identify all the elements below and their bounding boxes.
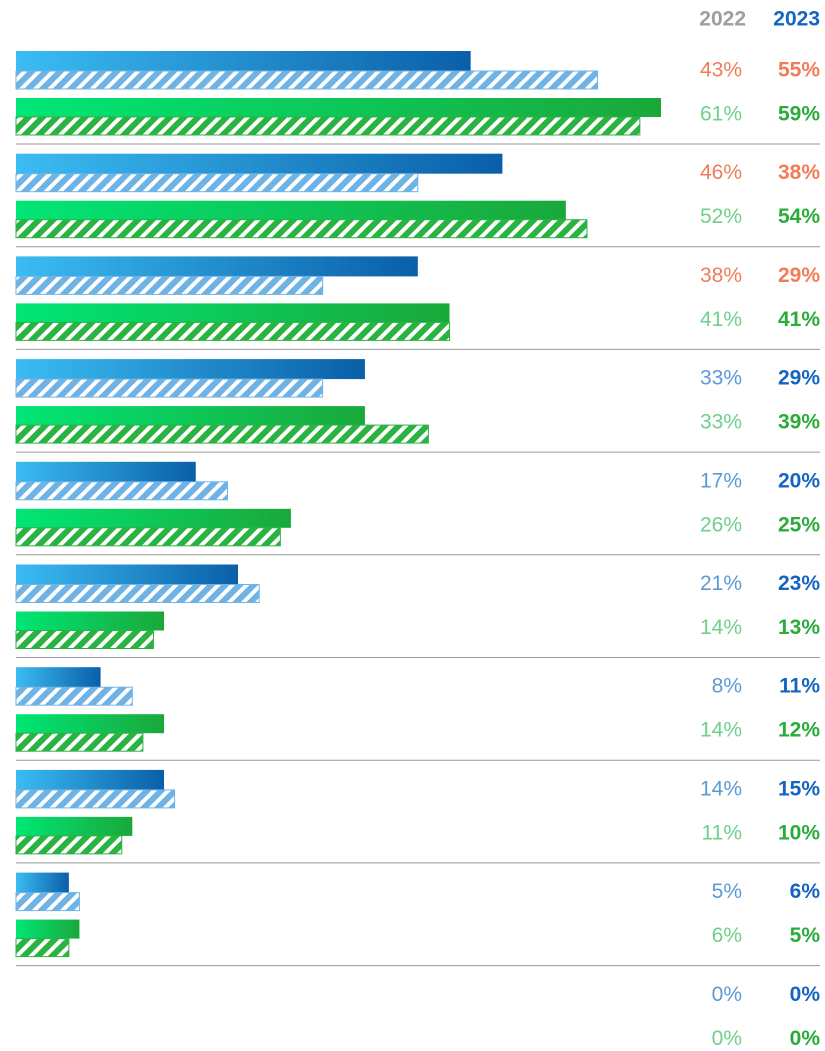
- hatched-bar: [15, 219, 588, 239]
- bar: [16, 769, 165, 790]
- hatched-bar: [15, 424, 429, 444]
- column-header: 2022: [699, 8, 746, 31]
- bar: [16, 872, 69, 893]
- value-label: 33%: [700, 411, 742, 434]
- value-label: 12%: [778, 719, 820, 742]
- value-label: 13%: [778, 616, 820, 639]
- value-label: 14%: [700, 616, 742, 639]
- value-label: 59%: [778, 103, 820, 126]
- value-label: 0%: [712, 1027, 742, 1046]
- hatched-bar: [15, 938, 70, 958]
- value-label: 46%: [700, 161, 742, 184]
- value-label: 17%: [700, 469, 742, 492]
- value-label: 5%: [712, 880, 742, 903]
- bar: [16, 51, 471, 71]
- bar: [16, 714, 165, 734]
- hatched-bar: [15, 789, 176, 809]
- value-label: 26%: [700, 513, 742, 536]
- bar: [16, 406, 365, 426]
- hatched-bar: [15, 630, 154, 649]
- bar: [16, 256, 418, 277]
- bar: [16, 153, 503, 174]
- value-label: 14%: [700, 719, 742, 742]
- value-label: 55%: [778, 59, 820, 82]
- value-label: 6%: [790, 880, 821, 903]
- hatched-bar: [15, 70, 599, 90]
- hatched-bar: [15, 584, 260, 603]
- bar: [16, 611, 165, 631]
- value-label: 41%: [778, 308, 820, 331]
- hatched-bar: [15, 378, 324, 398]
- value-label: 15%: [778, 777, 820, 800]
- bar: [16, 303, 450, 323]
- hatched-bar: [15, 321, 451, 341]
- value-label: 25%: [778, 513, 820, 536]
- column-header: 2023: [773, 8, 820, 31]
- value-label: 14%: [700, 777, 742, 800]
- value-label: 5%: [790, 924, 821, 947]
- bar: [16, 359, 365, 380]
- value-label: 39%: [778, 411, 820, 434]
- value-label: 20%: [778, 469, 820, 492]
- value-label: 52%: [700, 205, 742, 228]
- bar: [16, 200, 566, 220]
- bar: [16, 508, 291, 528]
- value-label: 21%: [700, 572, 742, 595]
- hatched-bar: [15, 835, 123, 855]
- value-label: 6%: [712, 924, 742, 947]
- hatched-bar: [15, 686, 133, 706]
- value-label: 38%: [700, 264, 742, 287]
- hatched-bar: [15, 116, 641, 136]
- value-label: 0%: [790, 1027, 821, 1046]
- bar: [16, 667, 101, 688]
- hatched-bar: [15, 892, 80, 912]
- value-label: 11%: [779, 675, 820, 698]
- value-label: 33%: [700, 367, 742, 390]
- value-label: 43%: [700, 59, 742, 82]
- value-label: 11%: [702, 821, 742, 844]
- value-label: 0%: [790, 983, 821, 1006]
- hatched-bar: [15, 275, 324, 295]
- bar: [16, 98, 661, 117]
- value-label: 8%: [712, 675, 742, 698]
- hatched-bar: [15, 732, 144, 752]
- bar: [16, 919, 80, 939]
- hatched-bar: [15, 173, 419, 193]
- value-label: 0%: [712, 983, 742, 1006]
- value-label: 41%: [700, 308, 742, 331]
- value-label: 23%: [778, 572, 820, 595]
- bar: [16, 461, 196, 482]
- value-label: 61%: [700, 103, 742, 126]
- value-label: 38%: [778, 161, 820, 184]
- value-label: 54%: [778, 205, 820, 228]
- value-label: 10%: [778, 821, 820, 844]
- bar: [16, 816, 133, 836]
- value-label: 29%: [778, 367, 820, 390]
- bar: [16, 564, 239, 585]
- hatched-bar: [15, 481, 228, 501]
- hatched-bar: [15, 527, 281, 547]
- value-label: 29%: [778, 264, 820, 287]
